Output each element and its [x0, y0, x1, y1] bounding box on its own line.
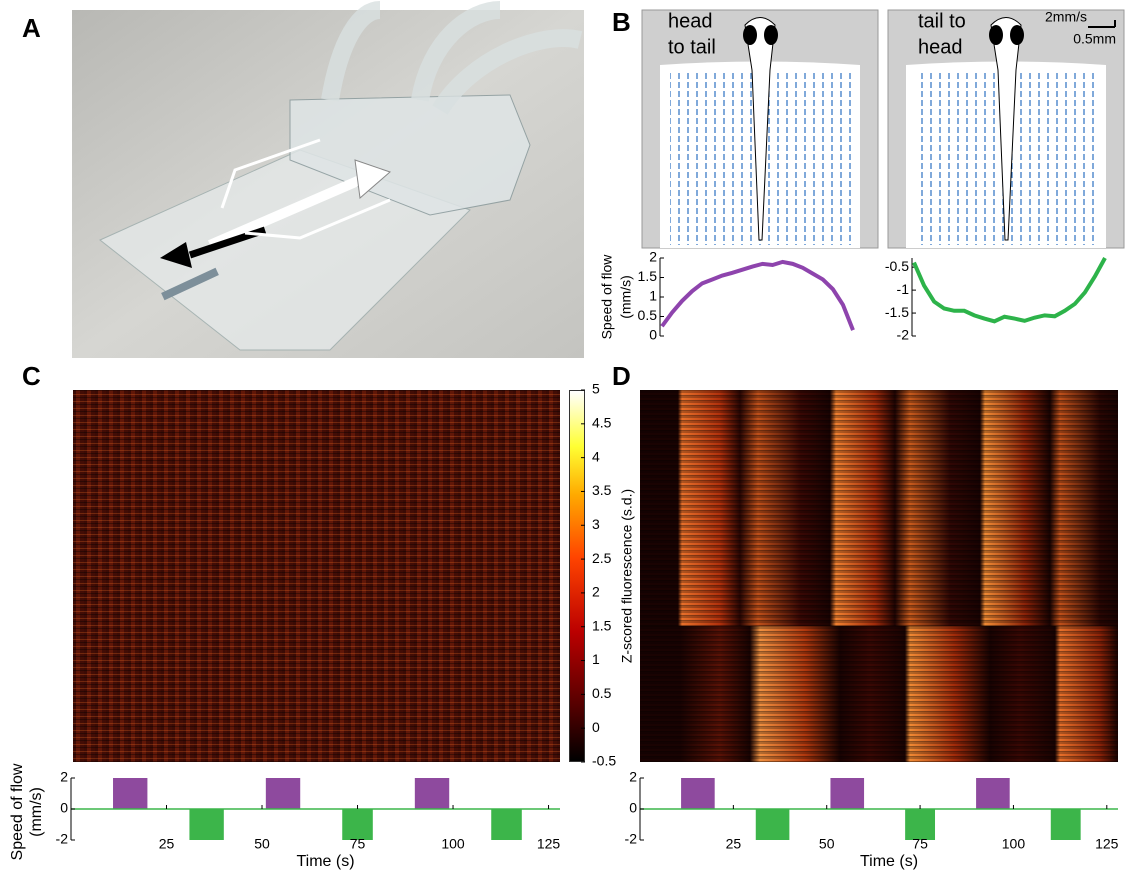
caption: head	[918, 36, 963, 58]
colorbar-tick-label: 4	[592, 448, 600, 464]
colorbar-tick-label: 1.5	[592, 617, 612, 633]
colorbar-tick-label: 5	[592, 381, 600, 397]
y-tick-label: 0	[629, 800, 637, 816]
caption: to tail	[668, 36, 716, 58]
y-tick-label: 0.5	[638, 307, 658, 323]
x-tick-label: 50	[254, 836, 270, 852]
stimulus-pulse	[976, 778, 1010, 809]
x-tick-label: 125	[537, 836, 561, 852]
flow-diagrams	[641, 9, 1125, 249]
colorbar-tick-label: 4.5	[592, 415, 612, 431]
y-tick-label: -1	[897, 281, 910, 297]
heatmap-d-bottom	[640, 626, 1118, 762]
y-axis-label: Speed of flow	[9, 763, 26, 860]
colorbar-tick-label: 3	[592, 516, 600, 532]
y-tick-label: 1	[649, 288, 657, 304]
y-tick-label: 2	[60, 769, 68, 785]
caption: head	[668, 10, 713, 32]
stimulus-pulse	[491, 809, 522, 840]
stimulus-pulse	[265, 778, 301, 809]
x-axis-label: Time (s)	[296, 853, 354, 870]
y-tick-label: -2	[56, 831, 69, 847]
y-tick-label: 0	[60, 800, 68, 816]
x-tick-label: 125	[1095, 836, 1119, 852]
colorbar-tick-label: 1	[592, 651, 600, 667]
scale-length: 0.5mm	[1073, 31, 1116, 47]
x-axis-label: Time (s)	[860, 853, 918, 870]
y-axis-label: (mm/s)	[28, 787, 45, 837]
y-tick-label: 2	[649, 249, 657, 265]
panel-label: C	[22, 361, 41, 391]
speed-line	[660, 259, 855, 331]
colorbar-tick-label: 3.5	[592, 482, 612, 498]
y-tick-label: 1.5	[638, 268, 658, 284]
y-tick-label: -2	[625, 831, 638, 847]
x-tick-label: 100	[1002, 836, 1026, 852]
stimulus-pulse	[755, 809, 790, 840]
heatmap-c	[73, 390, 560, 762]
x-tick-label: 75	[350, 836, 366, 852]
panel-label: B	[612, 7, 631, 37]
caption: tail to	[918, 10, 966, 32]
colorbar	[569, 390, 585, 762]
y-tick-label: 0	[649, 327, 657, 343]
stimulus-pulse	[1050, 809, 1081, 840]
scale-speed: 2mm/s	[1045, 9, 1087, 25]
x-tick-label: 50	[819, 836, 835, 852]
y-axis-label: Speed of flow	[599, 254, 615, 340]
stimulus-pulse	[189, 809, 224, 840]
photo	[72, 1, 584, 358]
speed-line	[912, 257, 1107, 324]
y-tick-label: -0.5	[885, 258, 909, 274]
stimulus-pulse	[830, 778, 865, 809]
colorbar-tick-label: 2.5	[592, 550, 612, 566]
colorbar-tick-label: 0	[592, 719, 600, 735]
y-tick-label: 2	[629, 769, 637, 785]
heatmap-d-top	[640, 390, 1118, 626]
stimulus-pulse	[905, 809, 936, 840]
colorbar-tick-label: 0.5	[592, 685, 612, 701]
y-tick-label: -2	[897, 327, 910, 343]
colorbar-label: Z-scored fluorescence (s.d.)	[619, 489, 635, 663]
colorbar-tick-label: 2	[592, 584, 600, 600]
colorbar-tick-label: -0.5	[592, 753, 616, 769]
stimulus-pulse	[414, 778, 450, 809]
x-tick-label: 25	[159, 836, 175, 852]
y-axis-label: (mm/s)	[618, 275, 634, 319]
x-tick-label: 25	[726, 836, 742, 852]
stimulus-pulse	[342, 809, 373, 840]
stimulus-pulse	[113, 778, 148, 809]
panel-label: A	[22, 13, 41, 43]
panel-label: D	[612, 361, 631, 391]
x-tick-label: 100	[441, 836, 465, 852]
y-tick-label: -1.5	[885, 304, 909, 320]
x-tick-label: 75	[912, 836, 928, 852]
stimulus-pulse	[681, 778, 715, 809]
